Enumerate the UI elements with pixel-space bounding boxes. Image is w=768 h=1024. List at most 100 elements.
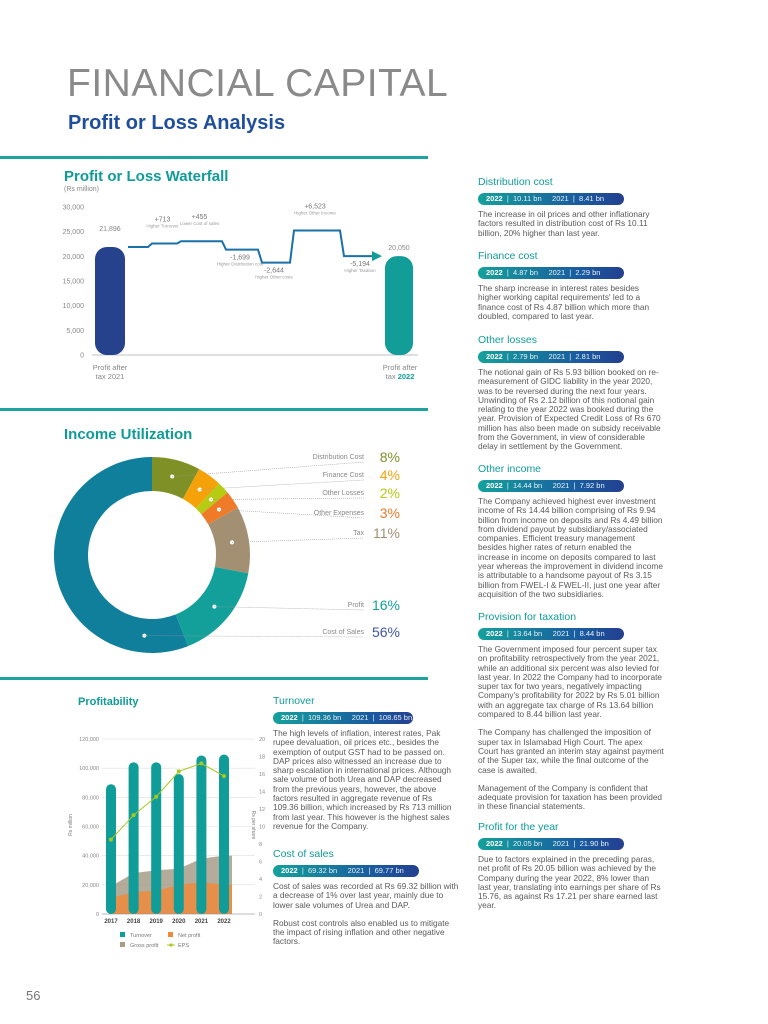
divider bbox=[0, 677, 428, 680]
slice-percent: 8% bbox=[380, 449, 400, 465]
value-current: 13.64 bn bbox=[512, 629, 543, 638]
value-previous: 108.65 bn bbox=[378, 713, 413, 722]
slice-marker bbox=[209, 497, 214, 502]
section-title: Profit for the year bbox=[478, 821, 559, 833]
slice-label: Finance Cost bbox=[323, 472, 364, 479]
slice-label: Distribution Cost bbox=[313, 454, 364, 461]
slice-percent: 16% bbox=[372, 597, 400, 613]
slice-label: Other Losses bbox=[322, 490, 364, 497]
step-label: Higher Turnover bbox=[146, 223, 179, 228]
eps-point bbox=[154, 794, 159, 799]
year-previous: 2021 bbox=[552, 629, 570, 638]
step-label: Higher Taxation bbox=[344, 268, 376, 273]
comparison-pill: 2022 | 13.64 bn 2021 | 8.44 bn bbox=[478, 628, 624, 640]
slice-percent: 56% bbox=[372, 624, 400, 640]
y2-tick-label: 0 bbox=[259, 912, 262, 918]
value-previous: 8.44 bn bbox=[579, 629, 605, 638]
y-tick-label: 20,000 bbox=[82, 883, 99, 889]
section-title: Finance cost bbox=[478, 250, 538, 262]
comparison-pill: 2022 | 109.36 bn 2021 | 108.65 bn bbox=[273, 712, 413, 724]
turnover-bar bbox=[128, 762, 139, 914]
slice-marker bbox=[170, 474, 175, 479]
slice-label: Tax bbox=[353, 530, 364, 537]
section-title: Other losses bbox=[478, 334, 537, 346]
step-value: -5,194 bbox=[350, 261, 370, 268]
section-income: Other income 2022 | 14.44 bn 2021 | 7.92… bbox=[478, 463, 664, 608]
y-tick-label: 10,000 bbox=[63, 303, 85, 310]
value-current: 69.32 bn bbox=[307, 866, 338, 875]
section-paragraph: Robust cost controls also enabled us to … bbox=[273, 917, 450, 947]
slice-percent: 2% bbox=[380, 485, 400, 501]
section-paragraph: Cost of sales was recorded at Rs 69.32 b… bbox=[273, 881, 459, 910]
turnover-bar bbox=[151, 762, 162, 914]
section-profit: Profit for the year 2022 | 20.05 bn 2021… bbox=[478, 821, 664, 920]
page-number: 56 bbox=[26, 988, 41, 1003]
leader-line bbox=[199, 479, 365, 490]
section-paragraph: The notional gain of Rs 5.93 billion boo… bbox=[478, 367, 661, 452]
step-value: -2,644 bbox=[264, 268, 284, 275]
legend-swatch bbox=[120, 932, 125, 937]
label: Profit after bbox=[382, 363, 418, 372]
eps-point bbox=[199, 761, 204, 766]
slice-marker bbox=[197, 487, 202, 492]
section-finance: Finance cost 2022 | 4.87 bn 2021 | 2.29 … bbox=[478, 250, 664, 330]
value-current: 109.36 bn bbox=[307, 713, 342, 722]
comparison-pill: 2022 | 10.11 bn 2021 | 8.41 bn bbox=[478, 193, 624, 205]
bar-end bbox=[385, 256, 413, 355]
x-tick-label: 2018 bbox=[127, 919, 141, 925]
turnover-bar bbox=[106, 784, 116, 914]
legend-label: Turnover bbox=[130, 933, 152, 939]
donut-slice bbox=[54, 457, 189, 653]
leader-line bbox=[231, 537, 365, 543]
value-current: 4.87 bn bbox=[512, 268, 539, 277]
year-current: 2022 bbox=[486, 481, 503, 490]
waterfall-start-label: Profit after tax 2021 bbox=[80, 363, 140, 381]
y2-tick-label: 18 bbox=[259, 755, 265, 761]
year-previous: 2021 bbox=[552, 839, 570, 848]
y2-tick-label: 20 bbox=[259, 737, 265, 743]
section-paragraph: The Company achieved highest ever invest… bbox=[478, 496, 663, 599]
x-tick-label: 2019 bbox=[150, 919, 164, 925]
y-tick-label: 15,000 bbox=[63, 279, 85, 286]
value-current: 14.44 bn bbox=[512, 481, 543, 490]
y2-tick-label: 16 bbox=[259, 772, 265, 778]
y-tick-label: 40,000 bbox=[82, 854, 99, 860]
step-value: +455 bbox=[192, 214, 208, 221]
eps-point bbox=[109, 837, 113, 842]
section-title: Cost of sales bbox=[273, 848, 334, 860]
leader-line bbox=[214, 606, 365, 611]
slice-marker bbox=[142, 633, 147, 638]
y2-tick-label: 12 bbox=[259, 807, 265, 813]
section-title: Provision for taxation bbox=[478, 611, 577, 623]
year-current: 2022 bbox=[486, 352, 503, 361]
comparison-pill: 2022 | 69.32 bn 2021 | 69.77 bn bbox=[273, 865, 419, 877]
section-title: Distribution cost bbox=[478, 176, 553, 188]
step-value: +6,523 bbox=[304, 203, 326, 210]
donut-slice bbox=[175, 566, 249, 647]
slice-label: Other Expenses bbox=[314, 510, 365, 517]
waterfall-step-line bbox=[128, 229, 380, 264]
eps-line bbox=[110, 762, 225, 840]
year-previous: 2021 bbox=[347, 866, 365, 875]
slice-percent: 4% bbox=[380, 467, 400, 483]
comparison-pill: 2022 | 2.79 bn 2021 | 2.81 bn bbox=[478, 351, 624, 363]
y2-tick-label: 10 bbox=[259, 825, 265, 831]
comparison-pill: 2022 | 14.44 bn 2021 | 7.92 bn bbox=[478, 480, 624, 492]
donut-slice bbox=[152, 457, 200, 499]
section-title: Other income bbox=[478, 463, 542, 475]
y-tick-label: 25,000 bbox=[63, 229, 85, 236]
value-current: 20.05 bn bbox=[512, 839, 543, 848]
year-previous: 2021 bbox=[548, 268, 566, 277]
year-previous: 2021 bbox=[552, 481, 570, 490]
year-current: 2022 bbox=[281, 866, 298, 875]
section-paragraph: Management of the Company is confident t… bbox=[478, 782, 663, 812]
y-tick-label: 0 bbox=[96, 912, 99, 918]
comparison-pill: 2022 | 20.05 bn 2021 | 21.90 bn bbox=[478, 838, 624, 850]
label: Profit after bbox=[92, 363, 128, 372]
slice-percent: 11% bbox=[373, 525, 400, 541]
value-current: 10.11 bn bbox=[512, 194, 542, 203]
step-label: Higher Other costs bbox=[255, 275, 293, 280]
section-paragraph: The increase in oil prices and other inf… bbox=[478, 209, 650, 238]
income-utilization-chart: Distribution Cost 8% Finance Cost 4% Other L… bbox=[54, 449, 400, 653]
y-axis-label: Rs million bbox=[68, 814, 74, 836]
